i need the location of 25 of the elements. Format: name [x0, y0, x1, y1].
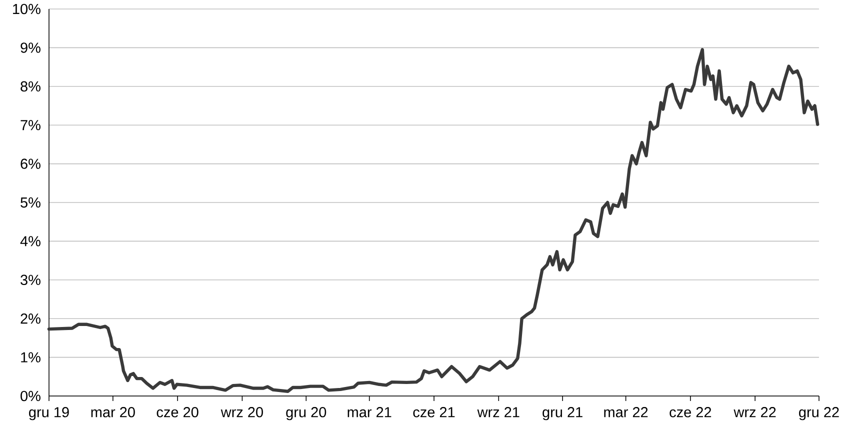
x-tick-label: mar 22: [604, 407, 648, 418]
x-tick-label: cze 21: [413, 407, 455, 418]
x-tick-label: gru 22: [799, 407, 839, 420]
y-tick-label: 0%: [20, 390, 40, 402]
x-tick-label: cze 22: [670, 407, 712, 418]
y-tick-label: 4%: [20, 236, 40, 246]
y-tick-label: 1%: [21, 352, 40, 362]
y-tick-label: 5%: [20, 197, 40, 208]
y-tick-label: 10%: [13, 4, 40, 14]
x-tick-label: mar 21: [348, 407, 392, 418]
y-tick-label: 6%: [20, 158, 40, 169]
y-tick-label: 2%: [20, 313, 40, 324]
x-tick-label: gru 19: [29, 407, 69, 420]
y-tick-label: 9%: [20, 42, 40, 53]
x-tick-label: wrz 21: [477, 407, 520, 418]
x-tick-label: gru 21: [542, 407, 582, 420]
y-tick-label: 8%: [20, 81, 40, 92]
x-tick-label: cze 20: [156, 407, 198, 418]
x-tick-label: mar 20: [91, 407, 135, 418]
x-tick-label: wrz 20: [220, 407, 263, 418]
line-series: [47, 48, 820, 393]
y-tick-label: 7%: [20, 120, 40, 130]
y-tick-label: 3%: [20, 274, 40, 286]
x-tick-label: gru 20: [286, 407, 326, 420]
x-tick-label: wrz 22: [734, 407, 776, 418]
